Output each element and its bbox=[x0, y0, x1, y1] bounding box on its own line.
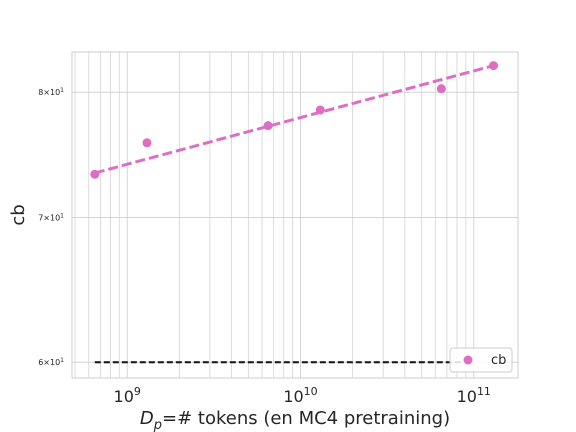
legend-box bbox=[449, 347, 513, 373]
plot-area bbox=[71, 51, 519, 379]
x-tick-label: 109 bbox=[114, 385, 141, 406]
x-tick-labels: 109 1010 1011 bbox=[114, 385, 491, 406]
data-point bbox=[436, 84, 446, 94]
trend-layer bbox=[94, 64, 494, 175]
legend: cb bbox=[449, 347, 513, 373]
y-tick-label: 7×101 bbox=[38, 213, 64, 223]
y-tick-label: 6×101 bbox=[38, 357, 64, 367]
data-point bbox=[263, 121, 273, 131]
legend-marker bbox=[463, 355, 473, 365]
legend-label: cb bbox=[491, 353, 506, 368]
x-tick-label: 1011 bbox=[457, 385, 491, 406]
points-layer bbox=[90, 61, 499, 179]
y-tick-labels: 6×101 7×101 8×101 bbox=[38, 87, 64, 367]
y-axis-label: cb bbox=[8, 204, 29, 225]
y-tick-label: 8×101 bbox=[38, 87, 64, 97]
x-axis-label: Dp=# tokens (en MC4 pretraining) bbox=[140, 408, 450, 432]
data-point bbox=[90, 169, 100, 179]
data-point bbox=[489, 61, 499, 71]
data-point bbox=[315, 105, 325, 115]
x-tick-label: 1010 bbox=[283, 385, 317, 406]
data-point bbox=[142, 138, 152, 148]
trend-line bbox=[94, 64, 494, 175]
